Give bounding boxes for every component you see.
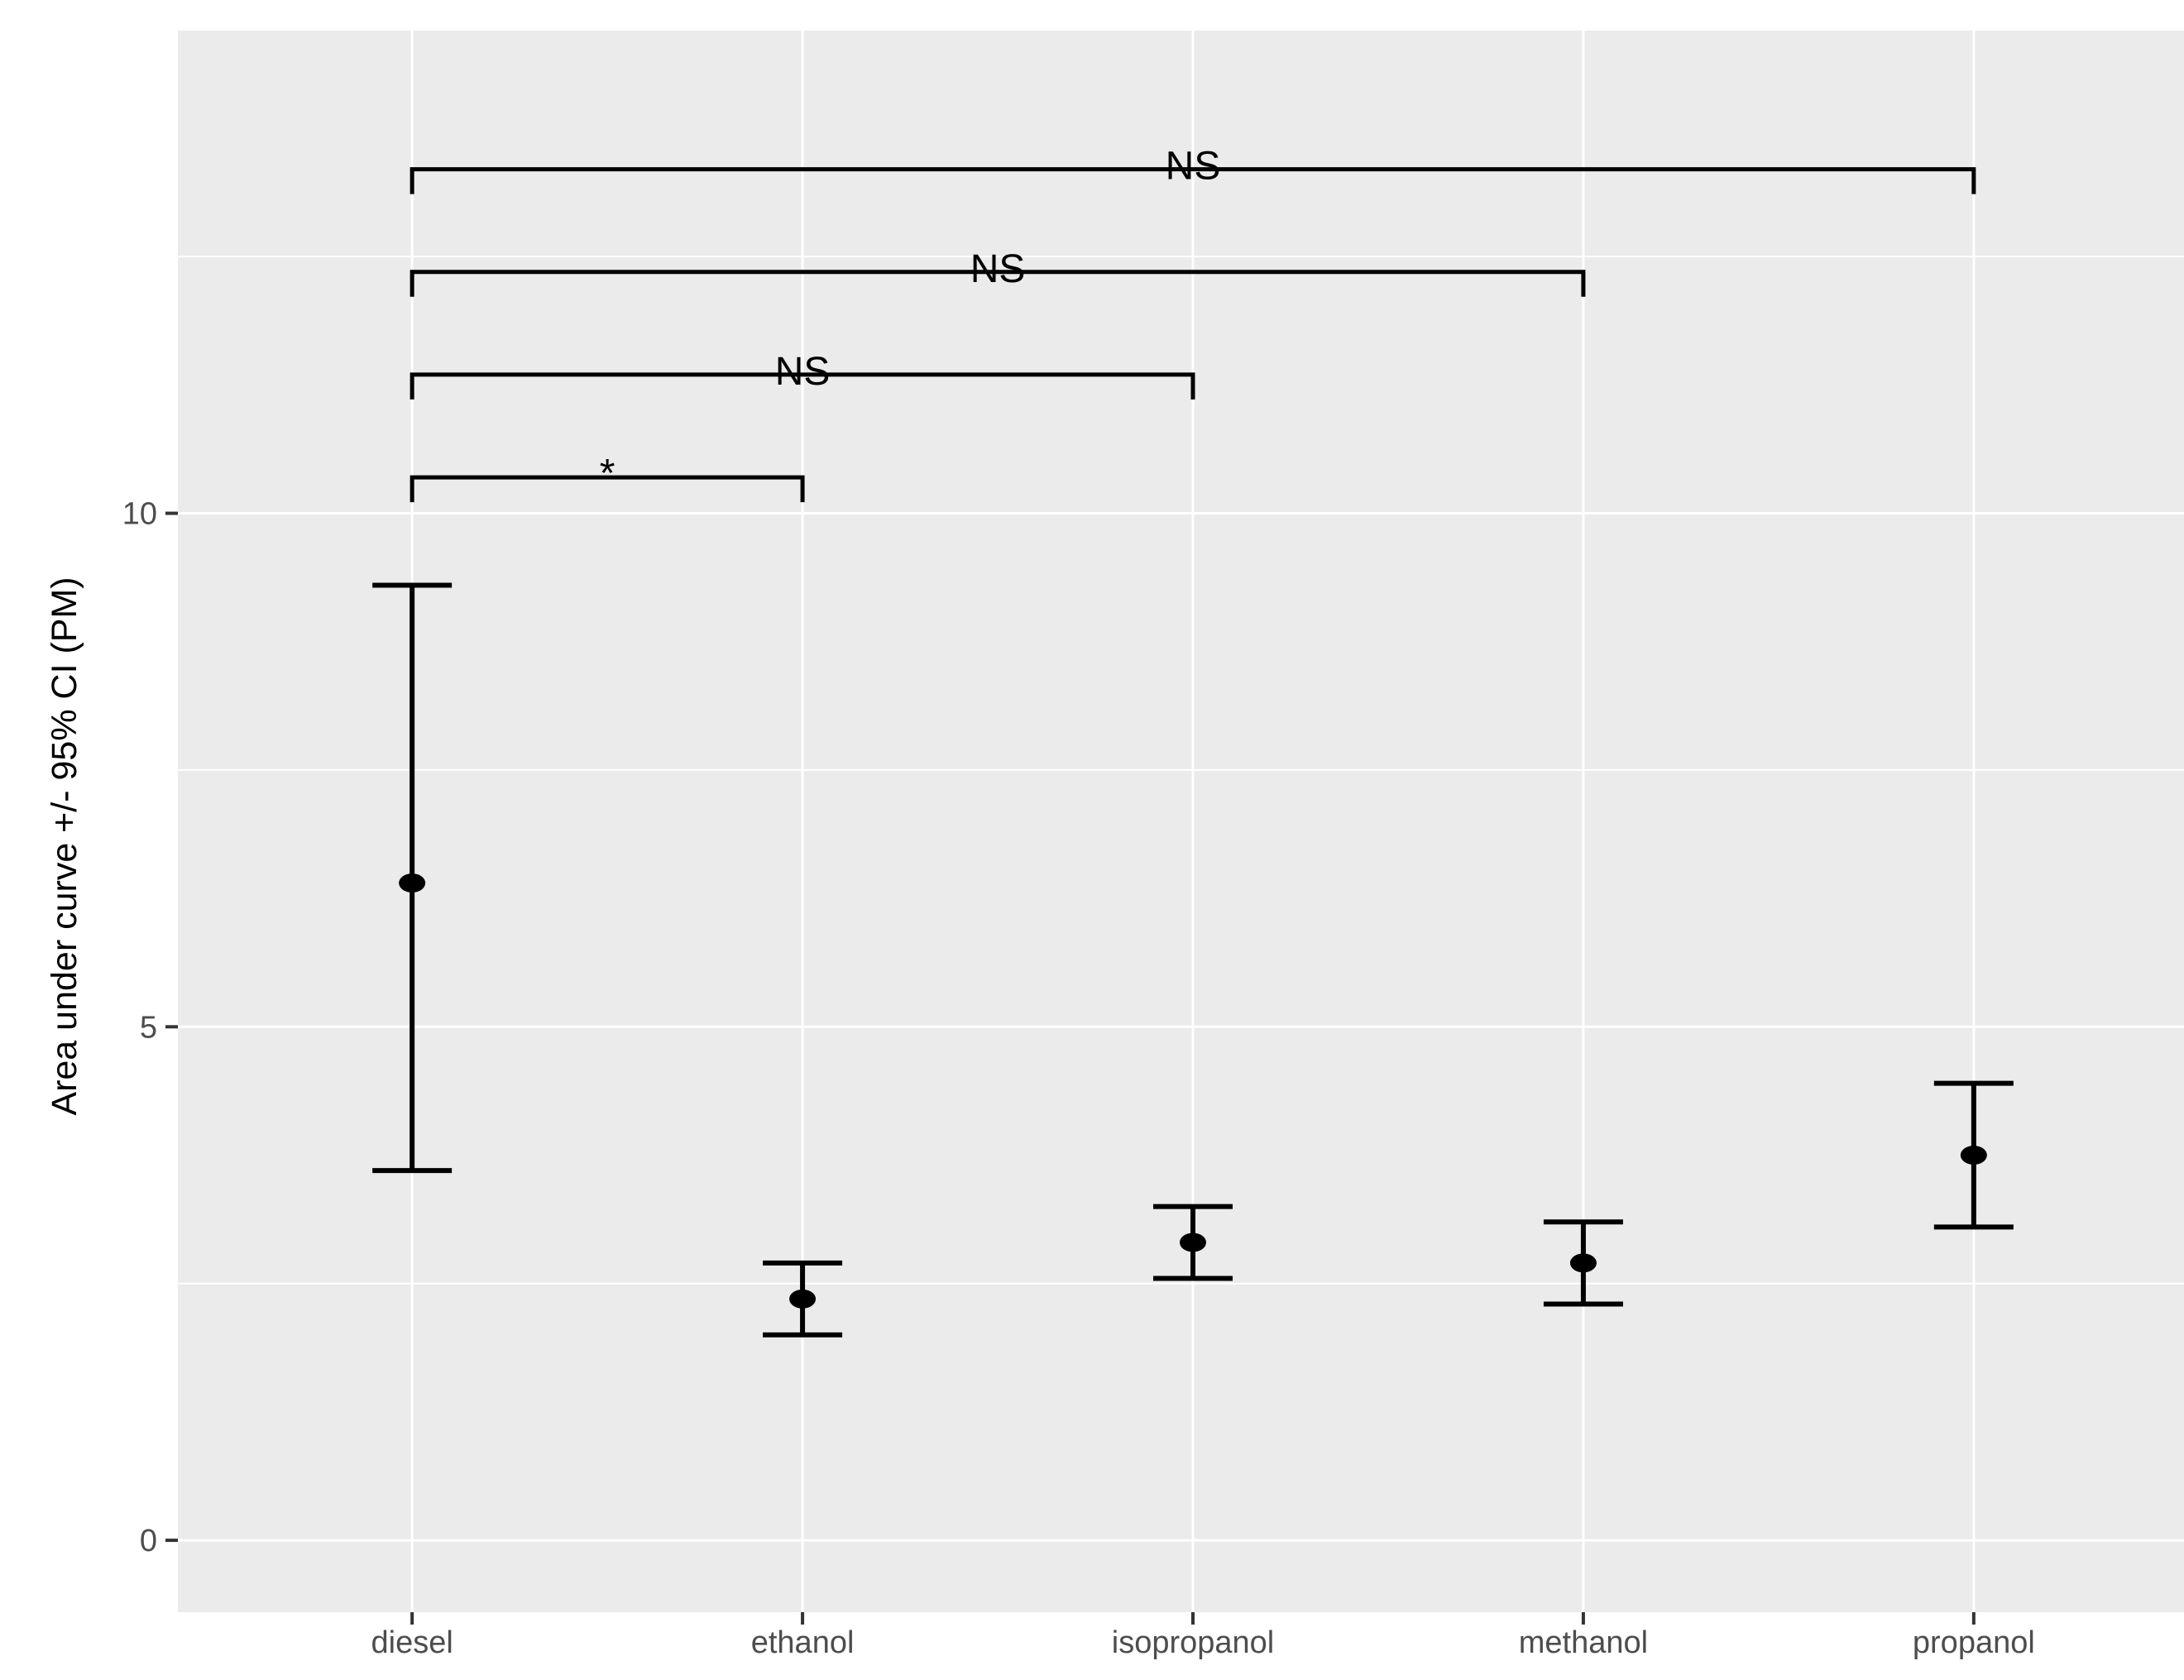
y-tick-label: 10 — [122, 497, 157, 532]
point-mean — [1569, 1253, 1597, 1273]
point-mean — [399, 873, 426, 893]
x-category-label: ethanol — [751, 1625, 855, 1660]
significance-label: * — [600, 452, 615, 495]
significance-label: NS — [970, 247, 1026, 291]
x-category-label: methanol — [1519, 1625, 1648, 1660]
x-category-label: propanol — [1913, 1625, 2035, 1660]
panel-background — [178, 31, 2184, 1612]
point-mean — [1180, 1232, 1206, 1252]
y-tick-label: 5 — [140, 1010, 157, 1045]
point-mean — [1960, 1146, 1987, 1165]
auc-errorbar-chart: NS NS NS * 10 5 0 diesel ethanol isopropanol metha… — [33, 13, 2184, 1667]
x-category-label: diesel — [371, 1625, 453, 1660]
significance-label: NS — [1166, 145, 1221, 189]
plot-canvas: NS NS NS * 10 5 0 diesel ethanol isopropanol metha… — [45, 31, 2184, 1660]
point-mean — [789, 1289, 817, 1309]
significance-bracket — [410, 372, 1195, 400]
significance-bracket — [410, 475, 805, 503]
significance-bracket — [410, 270, 1586, 297]
y-axis-title: Area under curve +/- 95% CI (PM) — [45, 577, 84, 1115]
x-category-label: isopropanol — [1112, 1625, 1274, 1660]
significance-bracket — [410, 167, 1976, 194]
significance-label: NS — [775, 350, 831, 394]
y-tick-label: 0 — [140, 1524, 157, 1558]
